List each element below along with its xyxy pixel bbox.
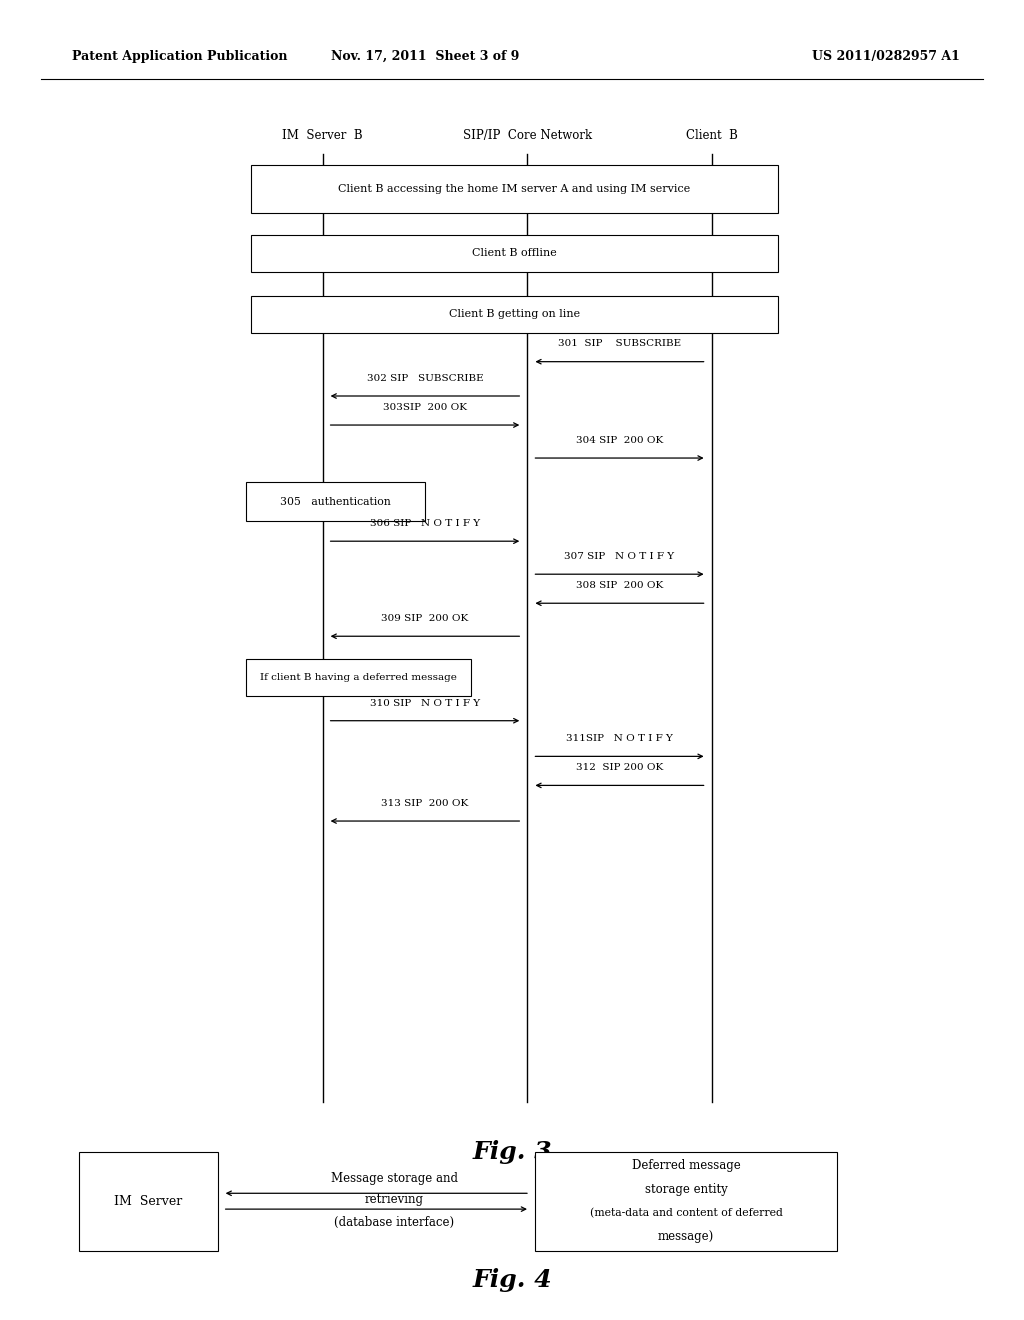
Text: US 2011/0282957 A1: US 2011/0282957 A1 [812,50,959,63]
Text: SIP/IP  Core Network: SIP/IP Core Network [463,129,592,143]
Bar [246,659,471,696]
Text: 307 SIP   N O T I F Y: 307 SIP N O T I F Y [564,552,675,561]
Text: IM  Server: IM Server [115,1195,182,1208]
Text: 302 SIP   SUBSCRIBE: 302 SIP SUBSCRIBE [367,374,483,383]
Bar [246,482,425,521]
Text: Fig. 3: Fig. 3 [472,1140,552,1164]
Text: 309 SIP  200 OK: 309 SIP 200 OK [381,614,469,623]
Text: storage entity: storage entity [645,1183,727,1196]
Text: Client B offline: Client B offline [472,248,557,259]
Text: Patent Application Publication: Patent Application Publication [72,50,287,63]
Text: 301  SIP    SUBSCRIBE: 301 SIP SUBSCRIBE [558,339,681,348]
Bar [251,296,778,333]
Text: 303SIP  200 OK: 303SIP 200 OK [383,403,467,412]
Text: (meta-data and content of deferred: (meta-data and content of deferred [590,1208,782,1218]
Text: 304 SIP  200 OK: 304 SIP 200 OK [575,436,664,445]
Text: retrieving: retrieving [365,1193,424,1206]
Text: Fig. 4: Fig. 4 [472,1269,552,1292]
Text: 310 SIP   N O T I F Y: 310 SIP N O T I F Y [370,698,480,708]
Text: If client B having a deferred message: If client B having a deferred message [260,673,457,681]
Bar [251,235,778,272]
Bar [79,1151,217,1251]
Text: 313 SIP  200 OK: 313 SIP 200 OK [381,799,469,808]
Text: 311SIP   N O T I F Y: 311SIP N O T I F Y [566,734,673,743]
Text: 312  SIP 200 OK: 312 SIP 200 OK [575,763,664,772]
Text: 306 SIP   N O T I F Y: 306 SIP N O T I F Y [370,519,480,528]
Text: Client B getting on line: Client B getting on line [449,309,581,319]
Text: Client  B: Client B [686,129,737,143]
Text: Nov. 17, 2011  Sheet 3 of 9: Nov. 17, 2011 Sheet 3 of 9 [331,50,519,63]
Text: 305   authentication: 305 authentication [280,496,391,507]
Text: (database interface): (database interface) [334,1216,455,1229]
Bar [536,1151,838,1251]
Text: 308 SIP  200 OK: 308 SIP 200 OK [575,581,664,590]
Text: IM  Server  B: IM Server B [283,129,362,143]
Text: Message storage and: Message storage and [331,1172,458,1185]
Text: message): message) [658,1230,714,1243]
Text: Client B accessing the home IM server A and using IM service: Client B accessing the home IM server A … [339,183,690,194]
Text: Deferred message: Deferred message [632,1159,740,1172]
Bar [251,165,778,213]
